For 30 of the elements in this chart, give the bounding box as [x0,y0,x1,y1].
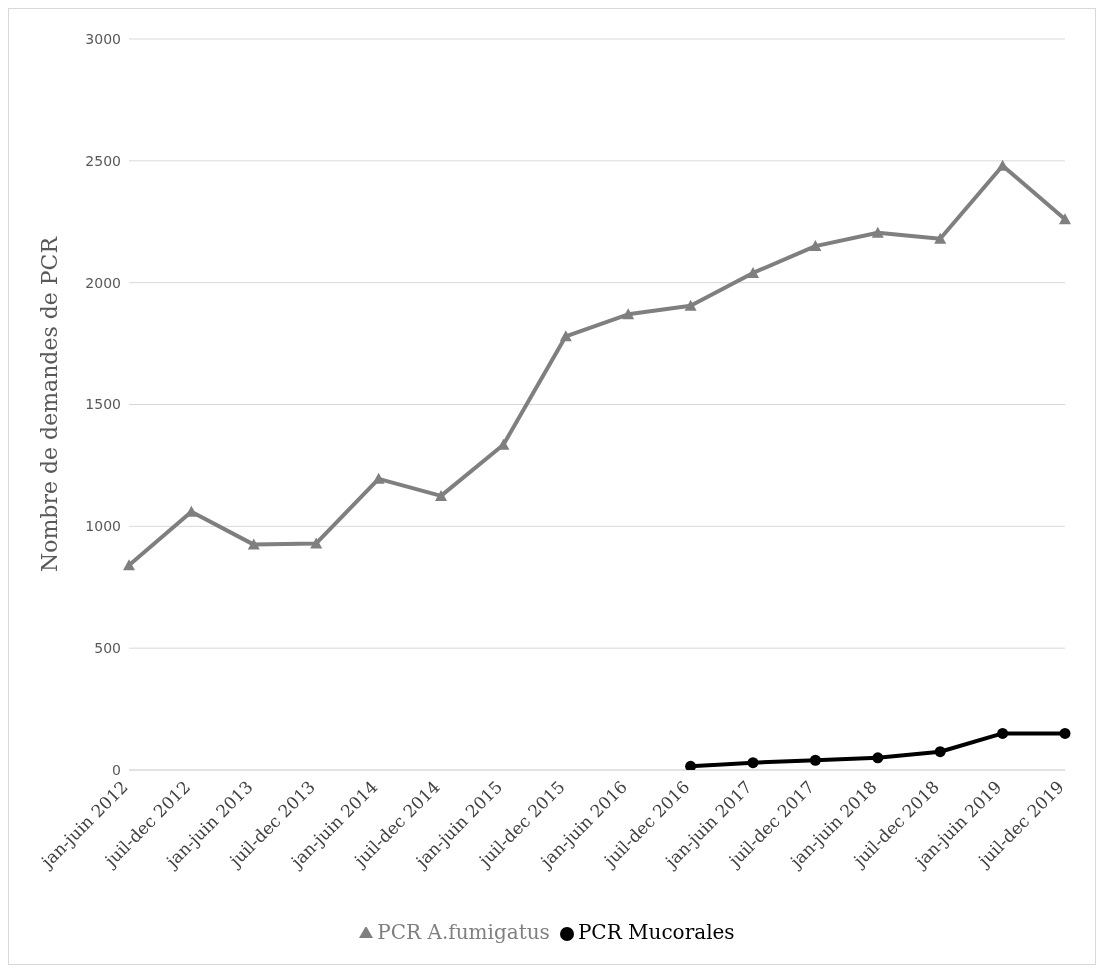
y-tick-label: 1000 [85,518,121,535]
point [247,538,260,550]
point [997,727,1009,739]
point [934,232,947,244]
point [809,240,822,252]
point [435,489,447,501]
point [871,226,884,238]
legend-label: PCR Mucorales [577,920,735,944]
point [559,330,572,342]
y-tick-label: 2500 [85,152,121,169]
point [372,472,385,484]
y-tick-label: 0 [112,761,121,778]
y-axis-title: Nombre de demandes de PCR [36,235,62,572]
y-tick-label: 1500 [85,396,121,413]
point [934,746,946,758]
point [747,757,759,769]
point [872,752,884,764]
point [747,266,759,278]
y-tick-label: 2000 [85,274,121,291]
point [310,537,323,549]
point [684,299,697,311]
y-tick-label: 3000 [85,30,121,47]
point [1059,213,1071,225]
point [1059,727,1071,739]
point [622,308,635,320]
y-tick-label: 500 [94,640,121,657]
point [809,754,821,766]
point [123,559,135,571]
point [685,760,697,770]
legend-label: PCR A.fumigatus [377,920,550,944]
